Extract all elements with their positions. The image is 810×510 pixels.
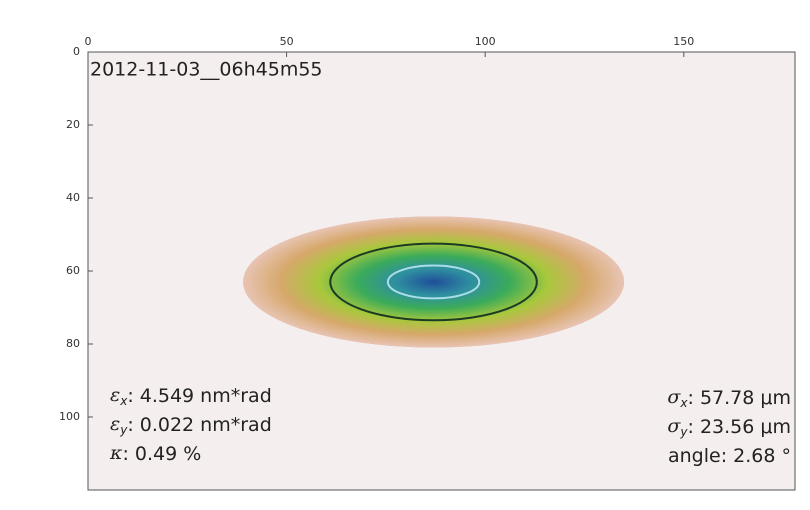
annotation-text: : 0.022 nm*rad — [127, 414, 271, 436]
annotation: σx: 57.78 μm — [667, 386, 791, 410]
timestamp: 2012-11-03__06h45m55 — [90, 59, 323, 81]
contour — [386, 264, 481, 300]
x-tick-label: 100 — [475, 35, 496, 48]
symbol: ε — [110, 413, 120, 435]
symbol: ε — [110, 384, 120, 406]
annotation: σy: 23.56 μm — [667, 415, 791, 439]
x-tick-label: 150 — [673, 35, 694, 48]
beam-halo — [242, 216, 625, 348]
y-tick-label: 0 — [73, 45, 80, 58]
y-tick-label: 100 — [59, 410, 80, 423]
annotation-text: : 23.56 μm — [688, 416, 791, 438]
annotation: εy: 0.022 nm*rad — [110, 413, 272, 437]
annotation-text: : 0.49 % — [122, 443, 201, 465]
contour — [329, 242, 538, 322]
symbol: κ — [109, 442, 123, 464]
subscript: y — [679, 425, 688, 439]
symbol: σ — [667, 386, 681, 408]
subscript: x — [119, 394, 128, 408]
y-tick-label: 60 — [66, 264, 80, 277]
y-tick-label: 20 — [66, 118, 80, 131]
symbol: σ — [667, 415, 681, 437]
y-tick-label: 80 — [66, 337, 80, 350]
annotation-text: : 4.549 nm*rad — [127, 385, 271, 407]
x-tick-label: 0 — [85, 35, 92, 48]
annotation: κ: 0.49 % — [109, 442, 201, 465]
subscript: x — [679, 396, 688, 410]
x-tick-label: 50 — [280, 35, 294, 48]
subscript: y — [119, 423, 128, 437]
annotation-text: : 57.78 μm — [688, 387, 791, 409]
annotation-text: angle: 2.68 ° — [668, 445, 791, 467]
annotation: angle: 2.68 ° — [668, 445, 791, 467]
y-tick-label: 40 — [66, 191, 80, 204]
annotation: εx: 4.549 nm*rad — [110, 384, 272, 408]
